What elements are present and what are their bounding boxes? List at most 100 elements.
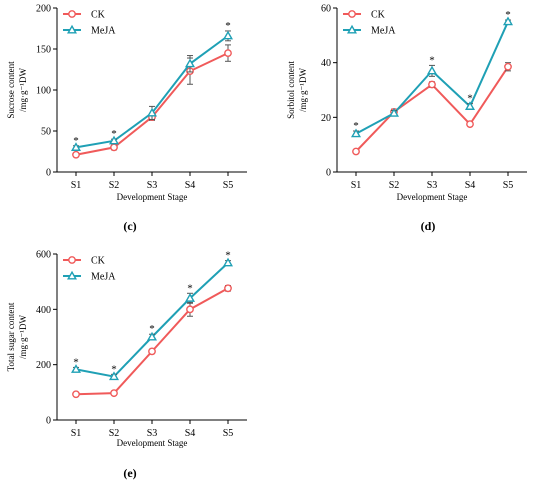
panel-letter: (c) [123, 219, 136, 233]
data-point-meja [350, 128, 362, 138]
series-line-meja [75, 35, 229, 149]
y-tick-label: 20 [321, 113, 331, 124]
data-point-ck [224, 284, 232, 293]
chart-panel-2: 0 20 40 60 S1 S2 S3 S4 S5 Development Stage Sorbit… [286, 4, 527, 233]
y-axis-label-line2: /mg·g⁻¹DW [18, 68, 28, 112]
legend-label-meja: MeJA [91, 26, 116, 37]
legend-label-ck: CK [371, 10, 386, 21]
data-point-meja [108, 371, 120, 381]
data-point-ck [466, 120, 474, 129]
x-tick-label: S1 [71, 180, 82, 191]
significance-star: * [353, 120, 359, 132]
y-tick-label: 0 [46, 416, 51, 427]
legend-marker-meja [66, 24, 78, 34]
y-tick-label: 400 [36, 305, 51, 316]
x-tick-label: S2 [389, 180, 400, 191]
y-tick-label: 60 [321, 4, 331, 15]
x-tick-label: S1 [351, 180, 362, 191]
data-point-meja [70, 142, 82, 151]
significance-star: * [73, 356, 79, 368]
x-axis-label: Development Stage [117, 438, 188, 448]
data-point-ck [186, 305, 194, 314]
data-point-meja [464, 101, 476, 110]
data-point-meja [108, 135, 120, 145]
y-tick-label: 150 [36, 45, 51, 56]
data-point-meja [184, 58, 196, 68]
x-tick-label: S5 [223, 180, 234, 191]
data-point-meja [426, 65, 438, 75]
data-point-meja [388, 108, 400, 117]
x-tick-label: S4 [185, 428, 196, 439]
x-axis-label: Development Stage [117, 192, 188, 202]
y-tick-label: 200 [36, 360, 51, 371]
series-line-ck [75, 287, 229, 396]
x-tick-label: S1 [71, 428, 82, 439]
x-tick-label: S3 [147, 428, 158, 439]
legend-marker-meja [66, 270, 78, 280]
x-tick-label: S4 [465, 180, 476, 191]
legend-label-meja: MeJA [371, 26, 396, 37]
y-axis-label-line2: /mg·g⁻¹DW [18, 315, 28, 359]
chart-panel-3: 0 200 400 600 S1 S2 S3 S4 S5 Development Stage Tot… [6, 250, 247, 480]
y-tick-label: 0 [326, 168, 331, 179]
x-tick-label: S5 [503, 180, 514, 191]
x-tick-label: S5 [223, 428, 234, 439]
significance-star: * [111, 128, 117, 140]
y-tick-label: 40 [321, 58, 331, 69]
y-tick-label: 600 [36, 250, 51, 261]
data-point-ck [224, 49, 232, 57]
significance-star: * [111, 363, 117, 375]
legend-marker-ck [68, 10, 76, 18]
data-point-ck [72, 390, 80, 399]
x-tick-label: S3 [147, 180, 158, 191]
y-axis-label-line1: Sorbitol content [286, 61, 296, 119]
legend-label-meja: MeJA [91, 272, 116, 283]
y-tick-label: 200 [36, 4, 51, 15]
data-point-meja [146, 107, 158, 117]
significance-star: * [429, 54, 435, 66]
x-tick-label: S2 [109, 428, 120, 439]
legend-label-ck: CK [91, 256, 106, 267]
data-point-ck [352, 147, 360, 156]
data-point-meja [222, 257, 234, 267]
series-line-meja [355, 21, 509, 135]
significance-star: * [73, 135, 79, 147]
data-point-ck [148, 347, 156, 356]
y-axis-label-line1: Sucrose content [6, 61, 16, 119]
data-point-meja [146, 331, 158, 341]
legend-label-ck: CK [91, 10, 106, 21]
series-line-ck [75, 52, 229, 156]
significance-star: * [225, 20, 231, 32]
significance-star: * [225, 250, 231, 262]
data-point-ck [72, 150, 80, 159]
y-axis-label-line1: Total sugar content [6, 302, 16, 371]
series-line-ck [355, 66, 509, 153]
legend-marker-ck [348, 10, 356, 18]
x-axis-label: Development Stage [397, 192, 468, 202]
significance-star: * [149, 323, 155, 335]
x-tick-label: S4 [185, 180, 196, 191]
data-point-ck [504, 62, 512, 71]
data-point-meja [222, 30, 234, 40]
x-tick-label: S2 [109, 180, 120, 191]
y-tick-label: 100 [36, 86, 51, 97]
legend-marker-ck [68, 256, 76, 264]
data-point-meja [502, 16, 514, 26]
significance-star: * [187, 282, 193, 294]
chart-panel-1: 0 50 100 150 200 S1 S2 S3 S4 S5 Development Stage S… [6, 4, 247, 233]
significance-star: * [505, 9, 511, 21]
panel-letter: (e) [123, 466, 136, 480]
data-point-ck [110, 143, 118, 152]
significance-star: * [467, 93, 473, 105]
legend-marker-meja [346, 24, 358, 34]
data-point-meja [70, 364, 82, 373]
x-tick-label: S3 [427, 180, 438, 191]
data-point-meja [184, 293, 196, 302]
y-tick-label: 50 [41, 127, 51, 138]
y-tick-label: 0 [46, 168, 51, 179]
y-axis-label-line2: /mg·g⁻¹DW [298, 68, 308, 112]
data-point-ck [428, 80, 436, 89]
data-point-ck [110, 389, 118, 398]
panel-letter: (d) [421, 219, 436, 233]
